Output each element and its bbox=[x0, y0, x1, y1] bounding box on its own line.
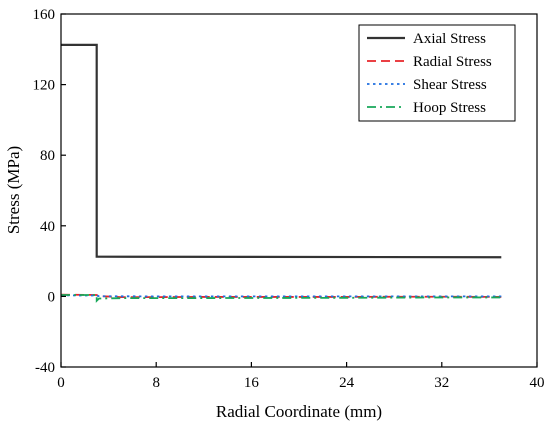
y-tick-label: 160 bbox=[33, 7, 56, 23]
y-tick-label: 40 bbox=[40, 219, 55, 235]
y-tick-label: 0 bbox=[48, 289, 56, 305]
y-axis-title: Stress (MPa) bbox=[4, 146, 23, 234]
legend-label: Shear Stress bbox=[413, 77, 487, 93]
x-tick-label: 32 bbox=[434, 375, 449, 391]
legend-label: Hoop Stress bbox=[413, 100, 486, 116]
series-line-3 bbox=[60, 294, 502, 298]
series-line-1 bbox=[61, 43, 502, 259]
y-tick-label: 120 bbox=[33, 78, 56, 94]
y-tick-label: -40 bbox=[35, 360, 55, 376]
x-axis-title: Radial Coordinate (mm) bbox=[216, 402, 382, 421]
plot-lines bbox=[60, 43, 502, 303]
legend: Axial Stress Radial Stress Shear Stress Hoo… bbox=[358, 24, 516, 122]
x-tick-label: 40 bbox=[530, 375, 545, 391]
legend-box bbox=[358, 24, 516, 122]
legend-label: Radial Stress bbox=[413, 54, 492, 70]
legend-label: Axial Stress bbox=[413, 31, 486, 47]
x-tick-label: 16 bbox=[244, 375, 260, 391]
series-line-4 bbox=[61, 294, 502, 303]
x-tick-label: 8 bbox=[152, 375, 160, 391]
x-tick-label: 24 bbox=[339, 375, 355, 391]
y-tick-label: 80 bbox=[40, 148, 55, 164]
plot-frame bbox=[60, 13, 538, 368]
x-tick-label: 0 bbox=[57, 375, 65, 391]
